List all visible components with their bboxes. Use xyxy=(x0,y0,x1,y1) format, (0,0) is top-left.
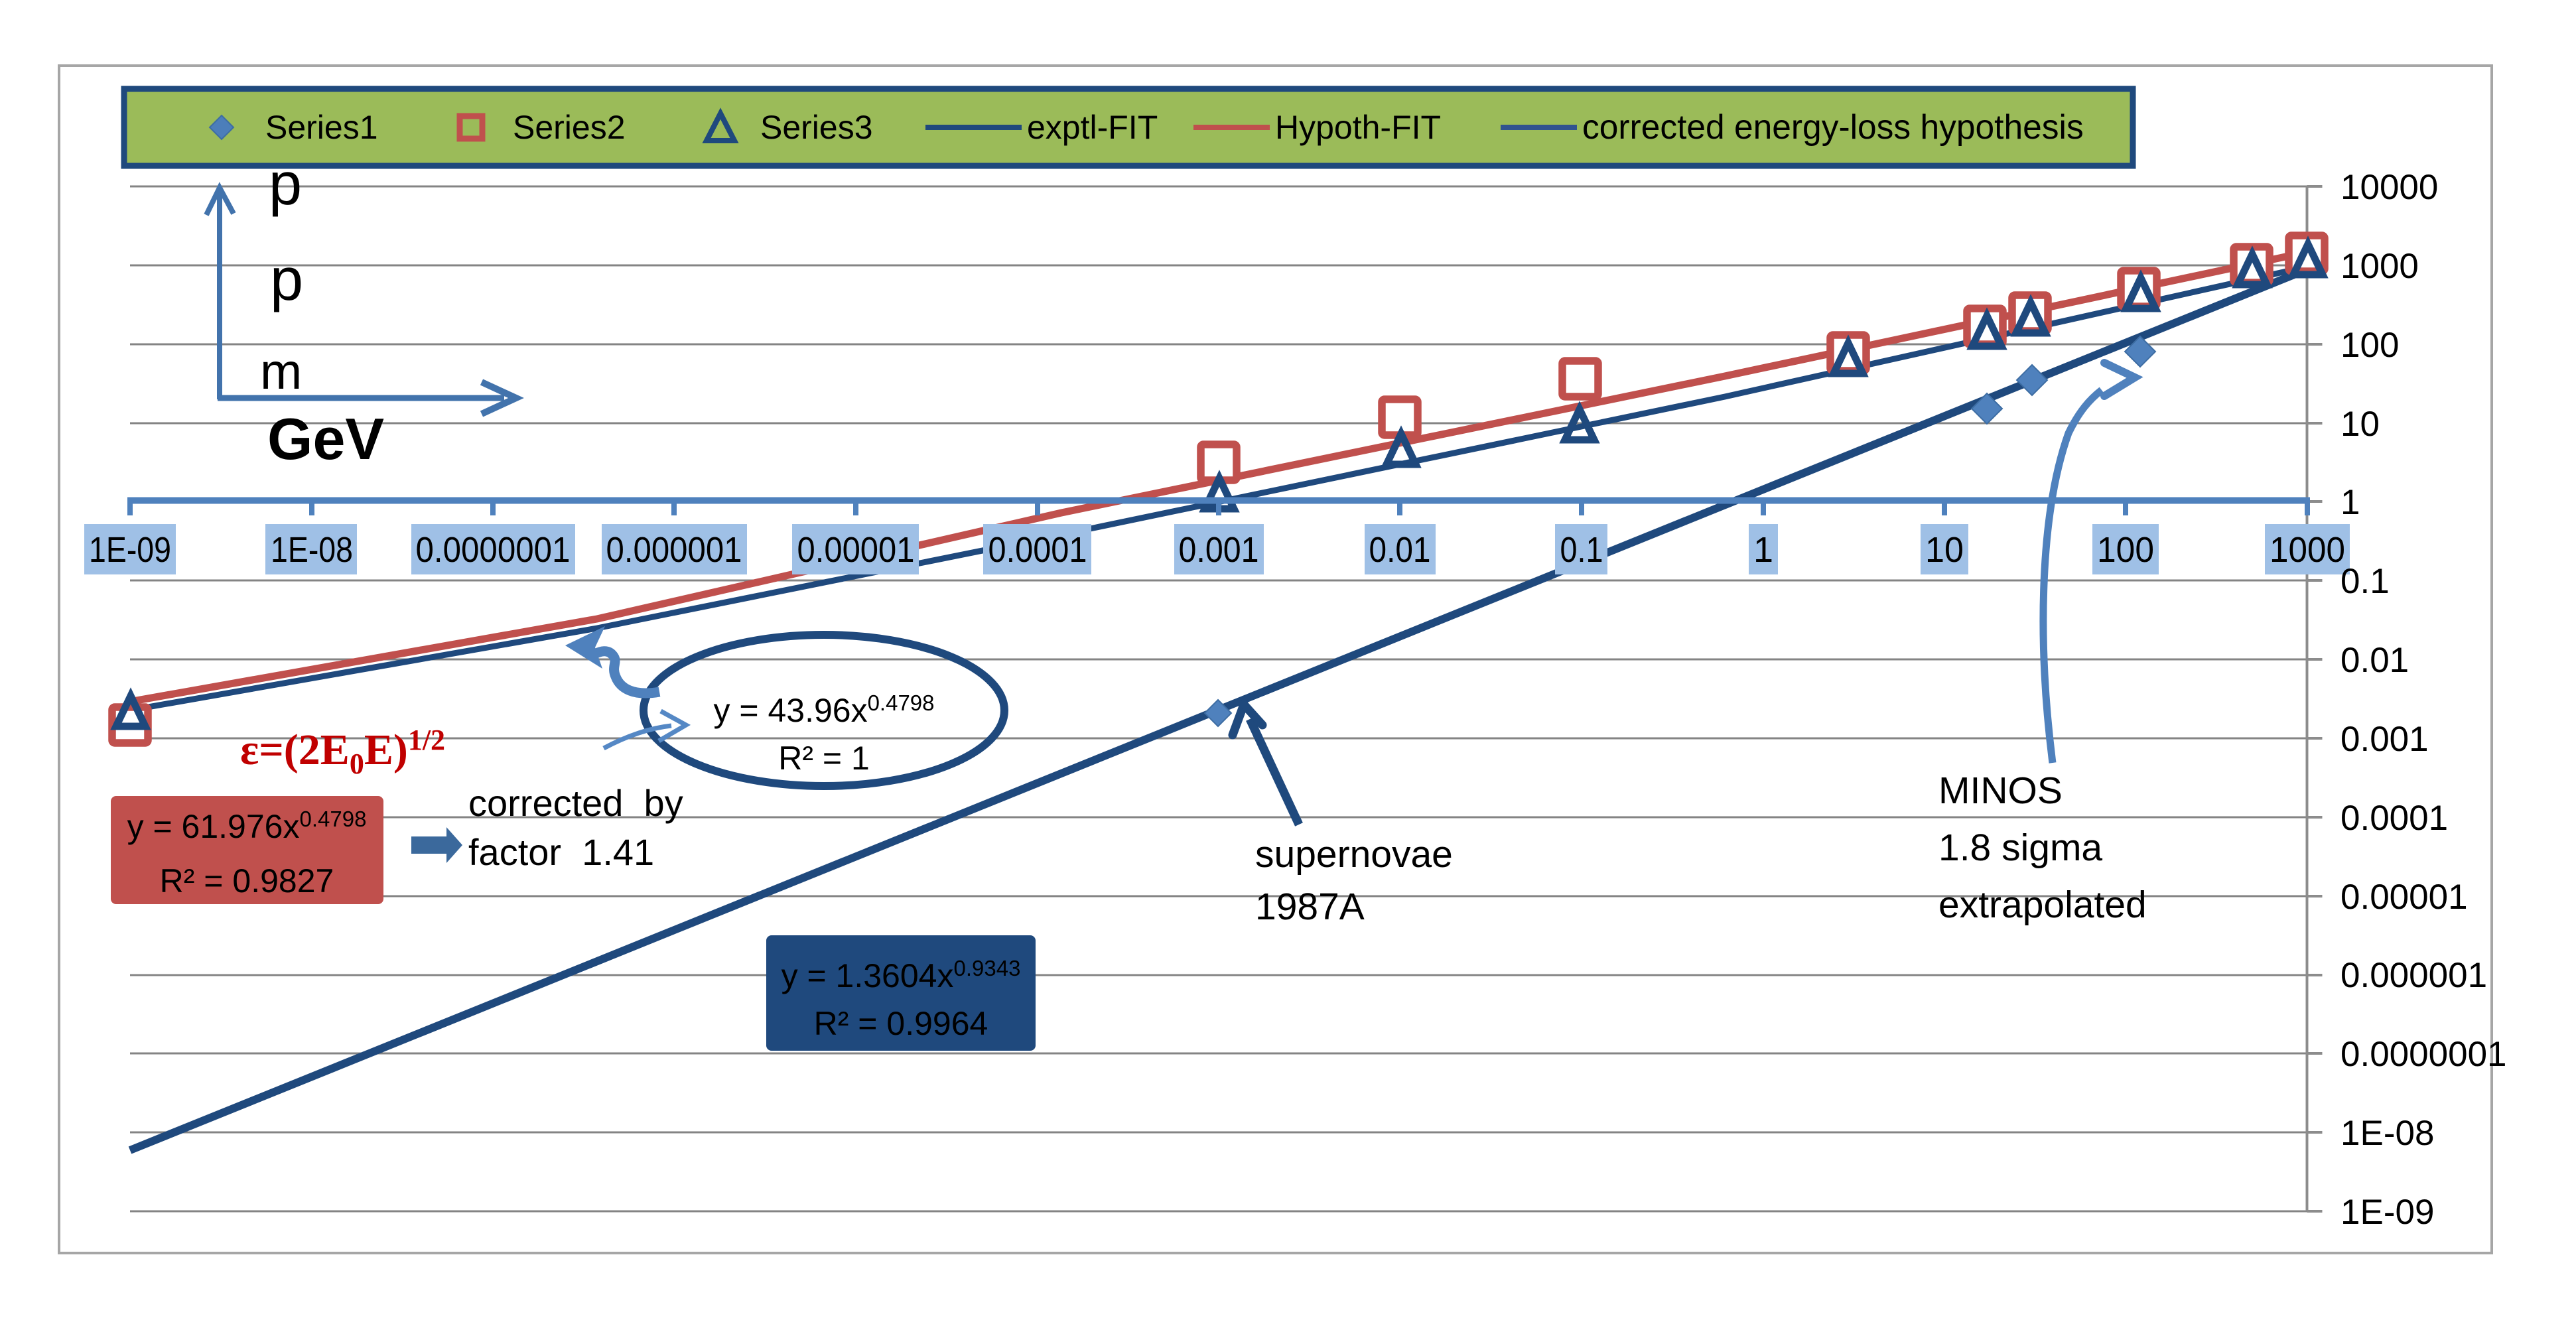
svg-text:corrected energy-loss hypothes: corrected energy-loss hypothesis xyxy=(1582,107,2084,146)
svg-text:R² = 0.9964: R² = 0.9964 xyxy=(814,1005,988,1042)
svg-text:1: 1 xyxy=(1753,530,1773,570)
svg-text:exptl-FIT: exptl-FIT xyxy=(1027,109,1158,146)
svg-text:MINOS: MINOS xyxy=(1938,769,2063,812)
svg-text:10: 10 xyxy=(2340,405,2380,444)
svg-text:0.01: 0.01 xyxy=(2340,641,2409,680)
svg-text:factor 1.41: factor 1.41 xyxy=(468,831,654,873)
svg-text:0.0001: 0.0001 xyxy=(2340,799,2448,838)
svg-text:extrapolated: extrapolated xyxy=(1938,884,2147,926)
svg-text:10000: 10000 xyxy=(2340,168,2438,207)
svg-text:10: 10 xyxy=(1925,530,1964,570)
svg-text:p: p xyxy=(270,247,303,313)
svg-text:0.0001: 0.0001 xyxy=(988,530,1087,570)
svg-text:corrected by: corrected by xyxy=(468,782,683,824)
svg-text:R² = 1: R² = 1 xyxy=(778,740,870,777)
svg-text:Series3: Series3 xyxy=(760,109,873,146)
svg-text:1987A: 1987A xyxy=(1255,886,1365,928)
svg-text:Hypoth-FIT: Hypoth-FIT xyxy=(1275,109,1441,146)
svg-text:1.8 sigma: 1.8 sigma xyxy=(1938,827,2102,869)
svg-text:1E-09: 1E-09 xyxy=(89,530,171,570)
svg-text:0.000001: 0.000001 xyxy=(2340,956,2487,995)
svg-text:0.001: 0.001 xyxy=(2340,720,2429,759)
svg-text:0.00001: 0.00001 xyxy=(2340,878,2468,917)
svg-text:0.000001: 0.000001 xyxy=(606,530,742,570)
svg-text:100: 100 xyxy=(2097,530,2154,570)
svg-text:1000: 1000 xyxy=(2270,530,2345,570)
svg-text:y = 43.96x0.4798: y = 43.96x0.4798 xyxy=(713,691,934,729)
svg-text:0.0000001: 0.0000001 xyxy=(416,530,571,570)
svg-text:1E-09: 1E-09 xyxy=(2340,1193,2434,1232)
svg-text:100: 100 xyxy=(2340,326,2399,365)
svg-text:0.01: 0.01 xyxy=(1369,530,1431,570)
svg-text:Series1: Series1 xyxy=(265,109,378,146)
svg-text:GeV: GeV xyxy=(267,406,384,472)
svg-text:p: p xyxy=(269,151,302,218)
svg-text:1: 1 xyxy=(2340,483,2360,522)
svg-text:m: m xyxy=(260,344,302,400)
svg-text:0.00001: 0.00001 xyxy=(797,530,915,570)
svg-text:1E-08: 1E-08 xyxy=(2340,1114,2434,1153)
svg-text:supernovae: supernovae xyxy=(1255,833,1453,876)
svg-text:0.0000001: 0.0000001 xyxy=(2340,1035,2507,1074)
svg-text:R² = 0.9827: R² = 0.9827 xyxy=(160,862,334,899)
svg-text:0.1: 0.1 xyxy=(1560,530,1603,570)
svg-text:0.1: 0.1 xyxy=(2340,562,2390,601)
svg-text:1E-08: 1E-08 xyxy=(271,530,353,570)
svg-text:Series2: Series2 xyxy=(513,109,626,146)
svg-text:1000: 1000 xyxy=(2340,247,2419,286)
svg-text:0.001: 0.001 xyxy=(1179,530,1259,570)
